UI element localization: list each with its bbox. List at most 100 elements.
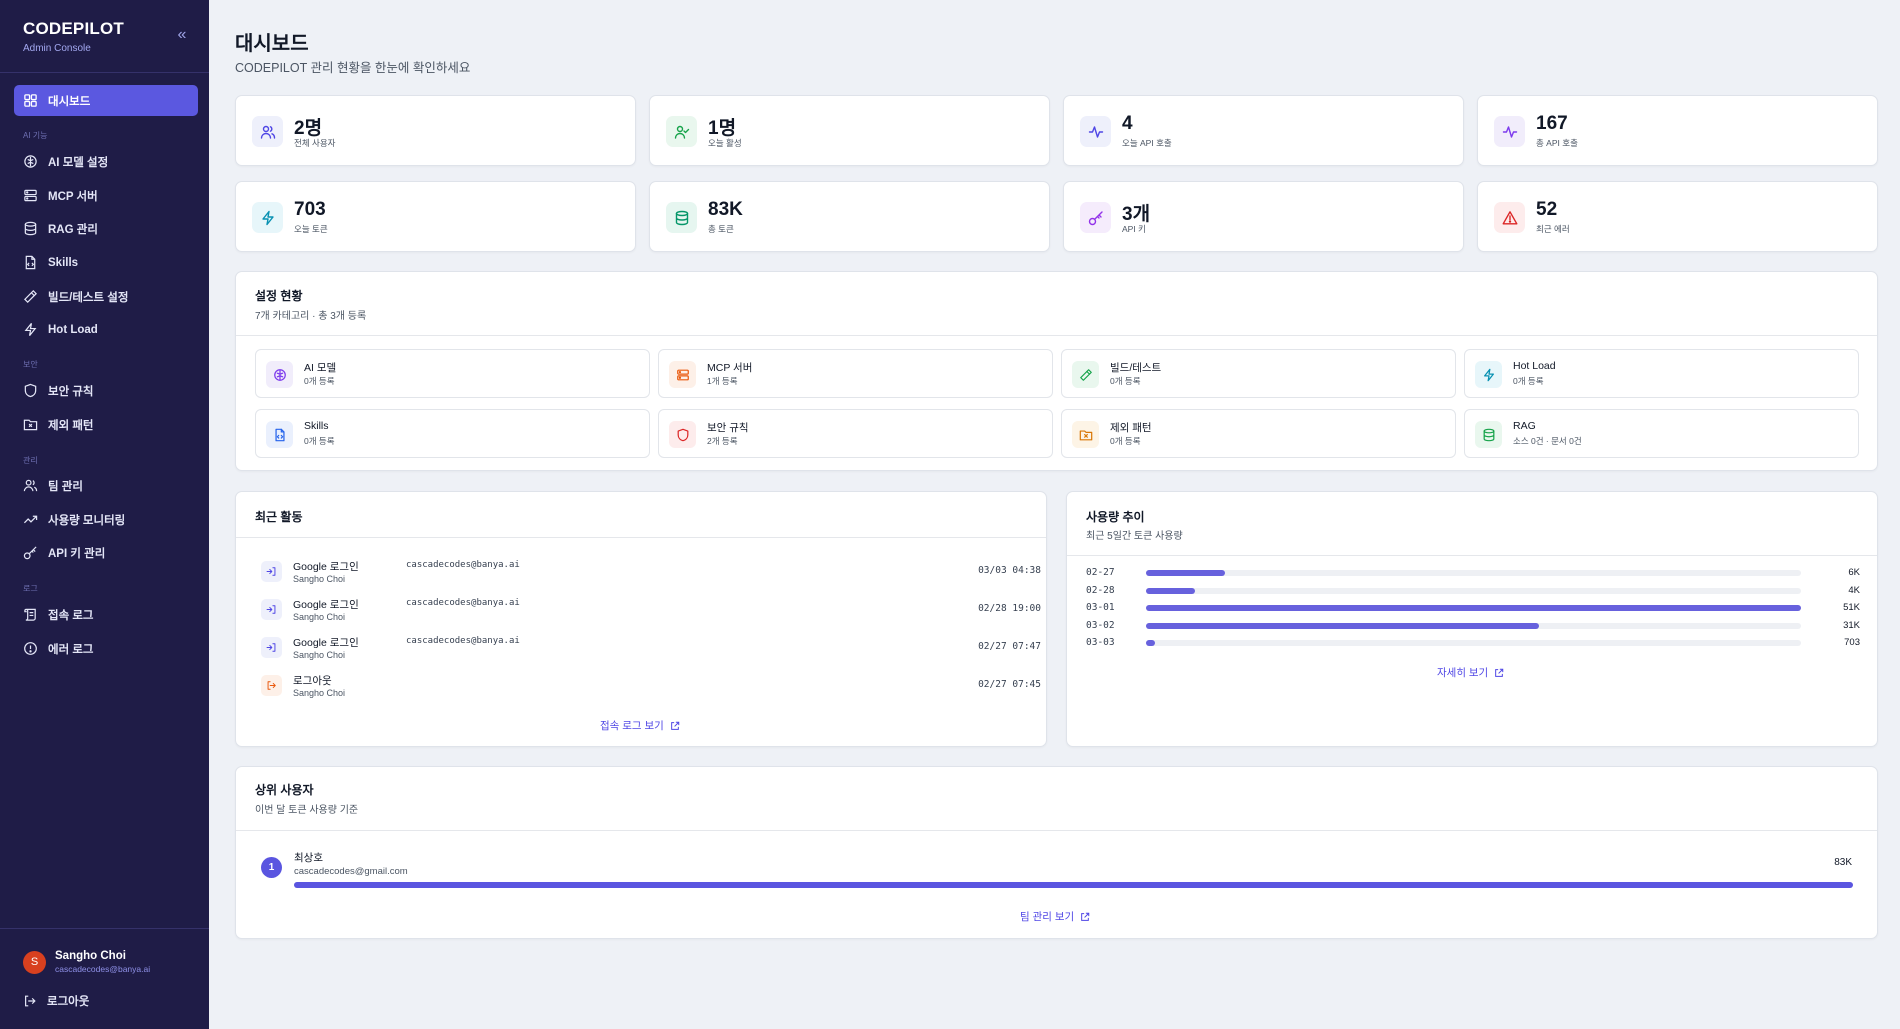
sidebar-item-security-rules[interactable]: 보안 규칙 (14, 375, 198, 406)
activity-title: Google 로그인 (293, 637, 359, 649)
section-divider (236, 830, 1877, 831)
section-label-manage: 관리 (23, 456, 38, 465)
login-icon (266, 643, 276, 652)
zap-icon (1483, 368, 1494, 381)
stat-value: 2명 (294, 118, 323, 139)
sidebar-item-build[interactable]: 빌드/테스트 설정 (14, 281, 198, 312)
activity-row[interactable]: Google 로그인 cascadecodes@banya.ai Sangho Ch… (261, 634, 1041, 668)
activity-icon-box (261, 561, 282, 582)
stat-icon-box (252, 202, 283, 233)
config-icon-box (669, 421, 696, 448)
activity-title: Google 로그인 (293, 561, 359, 573)
logout-label: 로그아웃 (47, 996, 90, 1008)
usage-bar-row: 03-01 51K (1086, 602, 1860, 614)
usage-bar-row: 03-02 31K (1086, 620, 1860, 632)
config-item[interactable]: 제외 패턴 0개 등록 (1061, 409, 1456, 458)
brand: CODEPILOT Admin Console (23, 19, 124, 54)
sidebar-item-team[interactable]: 팀 관리 (14, 470, 198, 501)
external-link-icon (1081, 912, 1090, 921)
sidebar-item-api-keys[interactable]: API 키 관리 (14, 537, 198, 568)
view-access-log-link[interactable]: 접속 로그 보기 (600, 718, 680, 733)
section-divider (1067, 555, 1877, 556)
usage-bar-track (294, 882, 1853, 888)
usage-trend-card: 사용량 추이 최근 5일간 토큰 사용량 02-27 6K 02-28 4K 03-01… (1066, 491, 1878, 747)
server-icon (676, 369, 689, 380)
section-label-ai: AI 기능 (23, 131, 48, 140)
usage-bar-track (1146, 587, 1801, 594)
activity-time: 02/27 07:47 (978, 641, 1041, 652)
config-item[interactable]: Skills 0개 등록 (255, 409, 650, 458)
activity-row[interactable]: 로그아웃 Sangho Choi 02/27 07:45 (261, 672, 1041, 706)
sidebar-item-rag[interactable]: RAG 관리 (14, 213, 198, 244)
config-item[interactable]: AI 모델 0개 등록 (255, 349, 650, 398)
activity-email: cascadecodes@banya.ai (406, 636, 520, 646)
config-item-count: 0개 등록 (1110, 376, 1141, 386)
sidebar-item-error-log[interactable]: 에러 로그 (14, 633, 198, 664)
stat-label: 총 API 호출 (1536, 138, 1578, 148)
view-details-link[interactable]: 자세히 보기 (1437, 665, 1504, 680)
config-item[interactable]: 빌드/테스트 0개 등록 (1061, 349, 1456, 398)
usage-date: 02-27 (1086, 567, 1115, 578)
config-item[interactable]: RAG 소스 0건 · 문서 0건 (1464, 409, 1859, 458)
sidebar-item-hotload[interactable]: Hot Load (14, 314, 198, 345)
sidebar-item-mcp[interactable]: MCP 서버 (14, 180, 198, 211)
logout-icon (25, 995, 36, 1007)
activity-row[interactable]: Google 로그인 cascadecodes@banya.ai Sangho Ch… (261, 558, 1041, 592)
usage-bar-fill (1146, 622, 1539, 629)
usage-date: 03-02 (1086, 619, 1115, 631)
activity-row[interactable]: Google 로그인 cascadecodes@banya.ai Sangho Ch… (261, 596, 1041, 630)
stat-card: 703 오늘 토큰 (235, 181, 636, 252)
config-item-name: AI 모델 (304, 362, 337, 374)
sidebar-item-exclude-patterns[interactable]: 제외 패턴 (14, 409, 198, 440)
usage-trend-subtitle: 최근 5일간 토큰 사용량 (1086, 531, 1183, 542)
config-item[interactable]: Hot Load 0개 등록 (1464, 349, 1859, 398)
usage-date: 03-01 (1086, 602, 1115, 613)
logout-button[interactable]: 로그아웃 (23, 993, 89, 1009)
usage-bar-fill (1146, 570, 1225, 576)
sidebar-item-ai-model[interactable]: AI 모델 설정 (14, 146, 198, 177)
stat-value: 4 (1122, 113, 1133, 134)
config-item-name: 제외 패턴 (1110, 422, 1152, 434)
sidebar-item-usage[interactable]: 사용량 모니터링 (14, 504, 198, 535)
config-item[interactable]: 보안 규칙 2개 등록 (658, 409, 1053, 458)
sidebar-item-label: 대시보드 (48, 95, 91, 108)
brain-icon (24, 155, 37, 168)
sidebar-item-label: 사용량 모니터링 (48, 514, 126, 527)
section-label-security: 보안 (23, 360, 38, 369)
section-divider (236, 537, 1046, 538)
section-label-logs: 로그 (23, 584, 38, 593)
sidebar-item-access-log[interactable]: 접속 로그 (14, 599, 198, 630)
usage-bar-row: 02-27 6K (1086, 567, 1860, 579)
config-item[interactable]: MCP 서버 1개 등록 (658, 349, 1053, 398)
folder-x-icon (1079, 429, 1092, 440)
usage-bar-track (1146, 605, 1801, 611)
view-team-link[interactable]: 팀 관리 보기 (1020, 909, 1090, 924)
sidebar-item-label: API 키 관리 (48, 547, 106, 560)
user-profile[interactable]: S Sangho Choi cascadecodes@banya.ai (23, 950, 150, 974)
usage-bar-row: 03-03 703 (1086, 637, 1860, 649)
usage-value: 6K (1848, 567, 1860, 578)
config-icon-box (1475, 361, 1502, 388)
activity-icon (1088, 125, 1103, 138)
sidebar-item-skills[interactable]: Skills (14, 247, 198, 278)
top-users-card: 상위 사용자 이번 달 토큰 사용량 기준 1 최상호 cascadecodes… (235, 766, 1878, 939)
link-label: 팀 관리 보기 (1020, 911, 1075, 923)
collapse-sidebar-icon[interactable]: « (177, 26, 187, 43)
folder-x-icon (23, 419, 38, 431)
zap-icon (261, 210, 274, 225)
layout-grid-icon (24, 94, 37, 107)
stat-icon-box (666, 116, 697, 147)
config-item-name: Skills (304, 420, 329, 432)
external-link-icon (670, 721, 680, 730)
usage-bar-track (1146, 570, 1801, 576)
activity-title: Google 로그인 (293, 599, 359, 611)
avatar: S (23, 950, 46, 974)
stat-value: 1명 (708, 118, 737, 139)
activity-title: 로그아웃 (293, 675, 332, 687)
scroll-text-icon (24, 608, 36, 621)
config-icon-box (266, 421, 293, 448)
sidebar-item-dashboard[interactable]: 대시보드 (14, 85, 198, 116)
usage-value: 83K (1834, 857, 1852, 868)
config-item-count: 0개 등록 (1110, 436, 1141, 446)
database-icon (24, 221, 37, 236)
